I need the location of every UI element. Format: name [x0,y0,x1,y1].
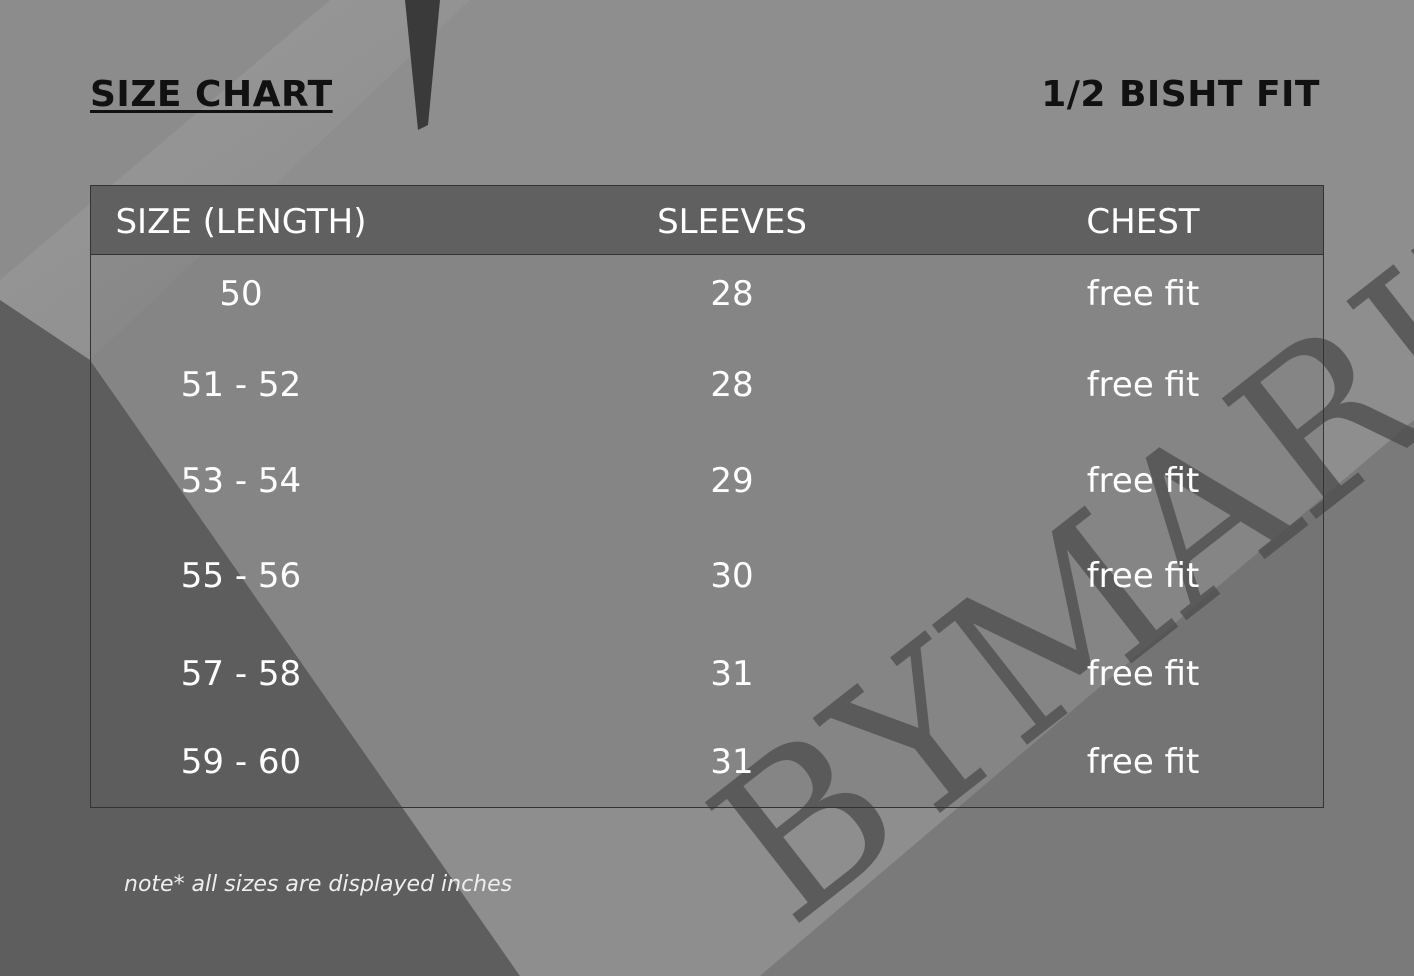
table-cell: 31 [710,742,754,782]
table-cell: free fit [1086,742,1200,782]
title: SIZE CHART [90,74,333,115]
table-cell: free fit [1086,461,1200,501]
table-cell: 50 [219,274,263,314]
column-header: CHEST [1086,202,1200,242]
note: note* all sizes are displayed inches [124,872,513,897]
table-cell: 28 [710,365,754,405]
table-cell: free fit [1086,654,1200,694]
column-header: SLEEVES [657,202,807,242]
column-header: SIZE (LENGTH) [115,202,367,242]
table-cell: free fit [1086,365,1200,405]
table-cell: 53 - 54 [180,461,302,501]
table-cell: free fit [1086,274,1200,314]
table-cell: 59 - 60 [180,742,302,782]
table-cell: 30 [710,556,754,596]
background-shape [405,0,440,130]
table-cell: 28 [710,274,754,314]
table-cell: 55 - 56 [180,556,302,596]
table-cell: 29 [710,461,754,501]
table-cell: free fit [1086,556,1200,596]
table-cell: 51 - 52 [180,365,302,405]
background-shape [760,420,1414,976]
table-cell: 31 [710,654,754,694]
table-cell: 57 - 58 [180,654,302,694]
background-shape [0,0,330,280]
subtitle: 1/2 BISHT FIT [1041,74,1320,115]
size-table: SIZE (LENGTH) SLEEVES CHEST 50 28 free fit 51 … [90,185,1324,808]
table-header [91,186,1323,255]
